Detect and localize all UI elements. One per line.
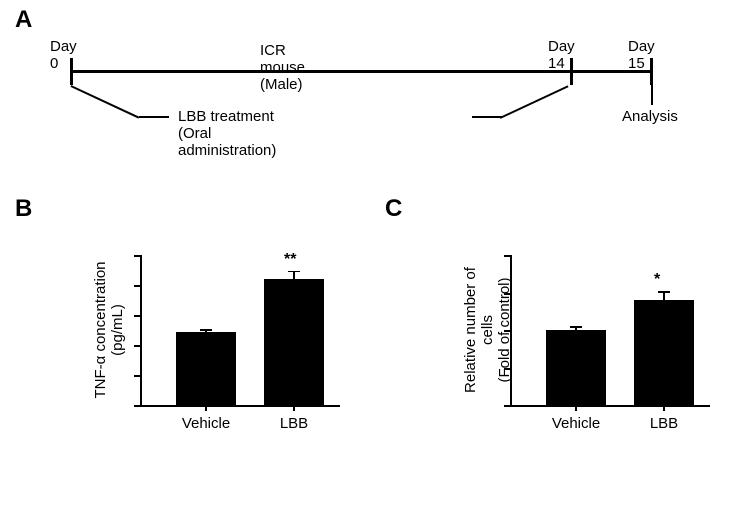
- x-tick: [663, 405, 665, 411]
- y-tick: [134, 345, 140, 347]
- error-bar-cap: [570, 326, 582, 328]
- lbb-label: LBB treatment (Oral administration): [178, 108, 276, 159]
- lbb-bracket-horizontal-left: [139, 116, 169, 118]
- y-tick: [134, 255, 140, 257]
- error-bar-cap: [288, 271, 300, 273]
- significance-mark: *: [654, 271, 660, 289]
- bar: [546, 330, 606, 405]
- y-axis-label: Relative number of cells(Fold of control…: [462, 255, 513, 405]
- bar: [264, 279, 324, 405]
- bar: [634, 300, 694, 405]
- error-bar-cap: [658, 291, 670, 293]
- error-bar-cap: [200, 329, 212, 331]
- timeline-label-day0: Day 0: [50, 38, 77, 72]
- x-category-label: LBB: [629, 415, 699, 432]
- x-category-label: Vehicle: [541, 415, 611, 432]
- y-tick: [134, 405, 140, 407]
- lbb-bracket-right: [500, 85, 569, 118]
- analysis-label: Analysis: [622, 108, 678, 125]
- timeline-label-top-text: ICR mouse (Male): [260, 42, 305, 93]
- x-tick: [205, 405, 207, 411]
- significance-mark: **: [284, 251, 296, 269]
- timeline-label-day14: Day 14: [548, 38, 575, 72]
- lbb-bracket-horizontal-right: [472, 116, 502, 118]
- bar: [176, 332, 236, 406]
- y-tick: [134, 375, 140, 377]
- y-axis-label: TNF-α concentration(pg/mL): [92, 255, 126, 405]
- lbb-bracket-left: [71, 85, 140, 118]
- y-tick: [134, 285, 140, 287]
- analysis-line: [651, 85, 653, 105]
- y-tick: [134, 315, 140, 317]
- panel-letter-b: B: [15, 195, 32, 223]
- y-axis: [140, 255, 142, 405]
- x-tick: [575, 405, 577, 411]
- panel-letter-c: C: [385, 195, 402, 223]
- y-tick: [504, 405, 510, 407]
- x-tick: [293, 405, 295, 411]
- x-axis: [140, 405, 340, 407]
- x-category-label: Vehicle: [171, 415, 241, 432]
- x-category-label: LBB: [259, 415, 329, 432]
- x-axis: [510, 405, 710, 407]
- panel-letter-a: A: [15, 6, 32, 34]
- timeline-label-day15: Day 15: [628, 38, 655, 72]
